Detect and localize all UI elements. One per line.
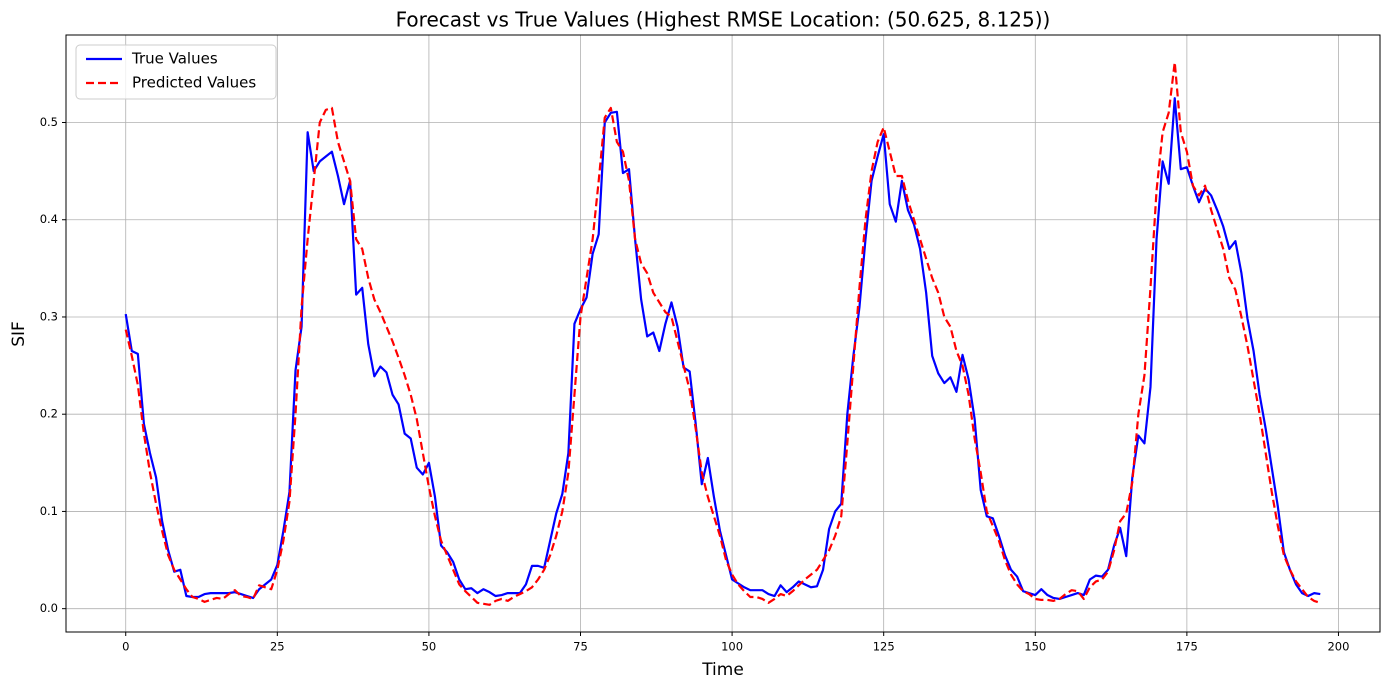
x-tick-label: 125 [873,640,895,654]
x-axis-label: Time [701,660,744,680]
x-tick-label: 100 [721,640,743,654]
x-tick-label: 150 [1024,640,1046,654]
chart-title: Forecast vs True Values (Highest RMSE Lo… [396,8,1051,32]
y-axis-label: SIF [9,321,29,347]
x-tick-label: 75 [573,640,588,654]
series-line [124,97,1321,601]
x-tick-label: 0 [122,640,129,654]
legend-label: Predicted Values [132,74,256,92]
x-tick-label: 175 [1176,640,1198,654]
lines [124,61,1321,606]
x-tick-label: 25 [270,640,285,654]
legend-label: True Values [131,50,218,68]
legend: True Values Predicted Values [75,44,277,100]
y-tick-label: 0.4 [40,212,58,226]
series-line [124,61,1321,606]
y-tick-label: 0.3 [40,309,58,323]
y-tick-label: 0.2 [40,407,58,421]
ticks: 0 25 50 75 100 125 150 175 200 0.0 0.1 0.2 0.3 0.4 0.5 [40,115,1350,653]
y-tick-label: 0.5 [40,115,58,129]
plot-frame [65,34,1381,633]
x-tick-label: 200 [1327,640,1349,654]
y-tick-label: 0.0 [40,601,58,615]
x-tick-label: 50 [422,640,437,654]
legend-box [75,44,277,100]
y-tick-label: 0.1 [40,504,58,518]
